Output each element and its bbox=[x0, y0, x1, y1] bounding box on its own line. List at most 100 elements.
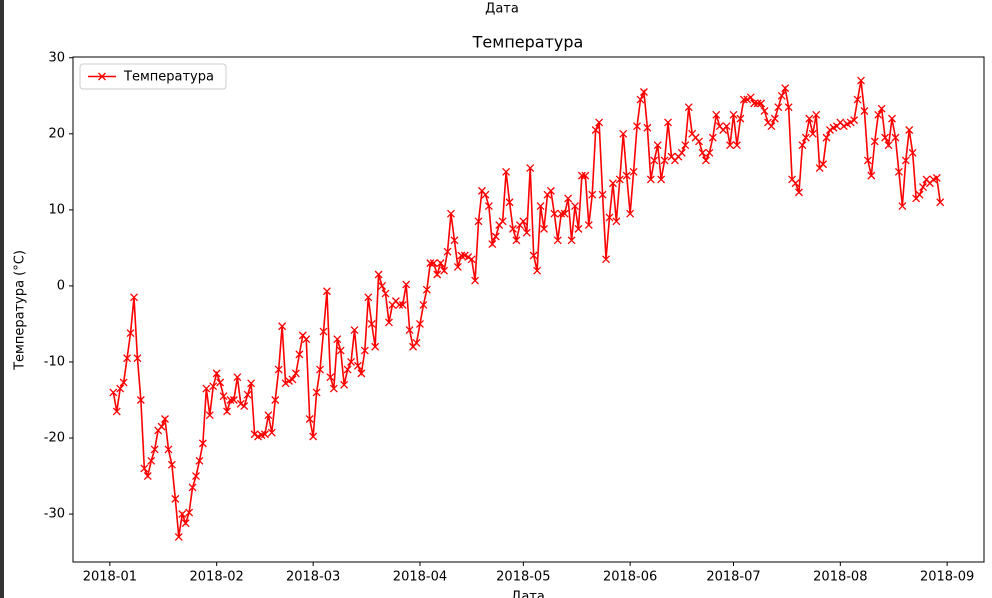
data-point bbox=[770, 114, 779, 123]
data-point bbox=[608, 179, 617, 188]
data-point bbox=[660, 156, 669, 165]
data-point bbox=[195, 456, 204, 465]
data-point bbox=[181, 519, 190, 528]
data-point bbox=[901, 156, 910, 165]
data-point bbox=[636, 95, 645, 104]
data-point bbox=[698, 148, 707, 157]
data-point bbox=[536, 202, 545, 211]
data-point bbox=[560, 209, 569, 218]
data-point bbox=[509, 224, 517, 233]
data-point bbox=[264, 411, 273, 420]
data-point bbox=[705, 148, 714, 157]
data-point bbox=[650, 156, 659, 165]
data-point bbox=[150, 445, 159, 454]
data-point bbox=[357, 369, 366, 378]
data-point bbox=[701, 156, 710, 165]
data-point bbox=[550, 209, 559, 218]
window-edge bbox=[0, 0, 4, 598]
data-point bbox=[116, 384, 125, 393]
data-point bbox=[857, 76, 865, 85]
data-point bbox=[584, 221, 593, 230]
data-point bbox=[732, 141, 741, 150]
top-axis-label: Дата bbox=[485, 2, 519, 17]
data-point bbox=[526, 164, 535, 172]
data-point bbox=[250, 430, 259, 439]
y-tick-label: -30 bbox=[44, 507, 65, 522]
data-point bbox=[622, 171, 631, 180]
x-tick-label: 2018-01 bbox=[83, 570, 137, 585]
data-point bbox=[936, 198, 945, 207]
data-point bbox=[260, 430, 269, 439]
data-point bbox=[384, 318, 393, 327]
y-axis-label: Температура (°C) bbox=[13, 250, 28, 371]
data-point bbox=[312, 388, 321, 397]
data-point bbox=[798, 141, 807, 150]
plot-frame bbox=[72, 56, 985, 563]
data-point bbox=[364, 293, 373, 302]
data-point bbox=[202, 384, 211, 393]
data-point bbox=[278, 322, 287, 331]
data-point bbox=[629, 167, 638, 176]
data-point bbox=[119, 378, 128, 387]
data-point bbox=[464, 253, 473, 261]
data-point bbox=[322, 287, 331, 296]
x-tick-label: 2018-07 bbox=[706, 570, 760, 585]
data-point bbox=[229, 396, 238, 404]
data-point bbox=[915, 190, 924, 199]
data-point bbox=[860, 107, 869, 115]
data-point bbox=[677, 148, 686, 157]
data-point bbox=[353, 361, 362, 370]
data-point bbox=[664, 118, 673, 127]
data-point bbox=[619, 129, 628, 138]
x-tick-label: 2018-04 bbox=[393, 570, 447, 585]
data-point bbox=[505, 198, 514, 207]
data-point bbox=[529, 251, 538, 260]
data-point bbox=[519, 217, 528, 226]
data-point bbox=[484, 202, 493, 211]
data-point bbox=[784, 103, 793, 112]
data-point bbox=[708, 133, 717, 142]
data-point bbox=[626, 209, 635, 218]
data-point bbox=[639, 88, 648, 96]
data-point bbox=[457, 251, 466, 260]
data-point bbox=[243, 390, 252, 399]
data-point bbox=[746, 93, 755, 102]
data-point bbox=[347, 358, 356, 366]
data-point bbox=[643, 123, 652, 132]
data-point bbox=[750, 99, 759, 108]
y-tick-label: 20 bbox=[48, 126, 65, 141]
data-point bbox=[164, 445, 173, 454]
data-point bbox=[216, 378, 225, 387]
data-point bbox=[171, 494, 180, 503]
data-point bbox=[822, 133, 831, 142]
data-point bbox=[371, 342, 380, 351]
data-point bbox=[340, 380, 349, 389]
data-point bbox=[274, 365, 283, 374]
data-point bbox=[447, 209, 455, 218]
data-point bbox=[553, 236, 562, 245]
chart-title: Температура bbox=[472, 33, 584, 52]
data-point bbox=[412, 339, 421, 347]
data-point bbox=[192, 472, 200, 481]
data-point bbox=[791, 179, 800, 188]
data-point bbox=[316, 365, 325, 374]
data-point bbox=[657, 175, 666, 184]
data-point bbox=[760, 107, 769, 115]
data-point bbox=[233, 373, 242, 382]
data-point bbox=[908, 148, 917, 157]
data-point bbox=[440, 266, 449, 275]
x-tick-label: 2018-02 bbox=[190, 570, 244, 585]
data-point bbox=[567, 236, 576, 245]
data-point bbox=[591, 126, 600, 134]
y-tick-label: -20 bbox=[44, 431, 65, 446]
data-point bbox=[157, 422, 166, 431]
data-point bbox=[612, 217, 621, 226]
data-point bbox=[398, 300, 407, 309]
data-point bbox=[633, 122, 641, 131]
data-point bbox=[726, 141, 735, 150]
data-point bbox=[247, 379, 256, 388]
data-point bbox=[205, 411, 214, 420]
data-point bbox=[474, 217, 483, 226]
data-point bbox=[712, 110, 721, 119]
data-point bbox=[577, 171, 586, 180]
